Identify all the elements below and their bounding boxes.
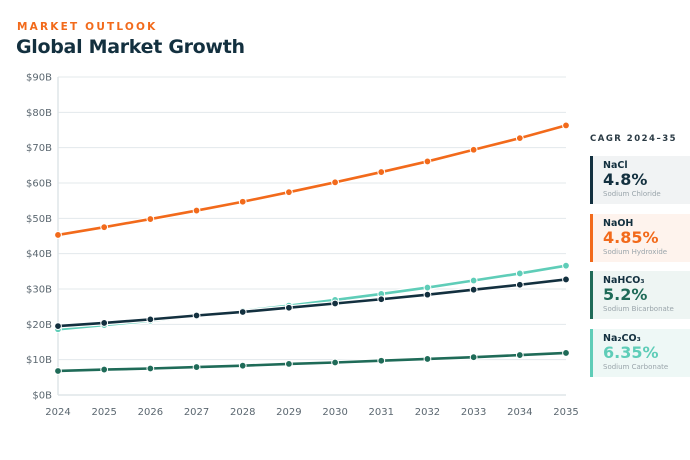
card-value: 4.85% — [603, 228, 659, 247]
data-point — [423, 290, 432, 299]
data-point — [562, 349, 570, 357]
data-point — [469, 276, 478, 285]
data-point — [238, 197, 247, 206]
series-nacl — [54, 275, 570, 331]
data-point — [238, 308, 247, 316]
card-name: Sodium Carbonate — [603, 363, 669, 371]
data-point — [515, 269, 524, 278]
card-value: 5.2% — [603, 285, 648, 304]
data-point — [285, 188, 293, 197]
x-tick-label: 2030 — [322, 407, 347, 418]
data-point — [331, 299, 339, 308]
y-tick-label: $90B — [26, 73, 52, 84]
x-tick-label: 2027 — [184, 407, 209, 418]
data-point — [192, 311, 201, 320]
card-formula: Na₂CO₃ — [603, 333, 641, 344]
card-formula: NaCl — [603, 160, 628, 171]
data-point — [377, 168, 386, 176]
data-point — [469, 353, 478, 362]
data-point — [377, 295, 386, 304]
y-tick-label: $80B — [26, 108, 52, 119]
y-tick-label: $40B — [26, 249, 52, 260]
series-nahco3 — [54, 349, 570, 375]
data-point — [146, 315, 155, 324]
data-point — [469, 285, 478, 294]
data-point — [562, 275, 570, 284]
series-naoh — [54, 121, 570, 239]
card-formula: NaOH — [603, 218, 634, 229]
data-point — [146, 215, 155, 223]
x-tick-label: 2029 — [276, 407, 301, 418]
x-tick-label: 2033 — [461, 407, 486, 418]
data-point — [377, 356, 386, 365]
data-point — [54, 367, 62, 375]
cagr-card-nacl: NaCl 4.8% Sodium Chloride — [590, 156, 690, 204]
data-point — [192, 363, 201, 371]
x-tick-label: 2035 — [553, 407, 578, 418]
y-tick-label: $20B — [26, 320, 52, 331]
data-point — [423, 157, 432, 166]
y-tick-label: $30B — [26, 285, 52, 296]
eyebrow-label: MARKET OUTLOOK — [17, 21, 158, 33]
data-point — [100, 319, 109, 327]
data-point — [285, 303, 293, 312]
data-point — [238, 361, 247, 370]
data-point — [423, 355, 432, 363]
card-value: 4.8% — [603, 170, 648, 189]
x-tick-label: 2031 — [369, 407, 394, 418]
x-tick-label: 2025 — [91, 407, 116, 418]
data-point — [331, 178, 339, 187]
data-point — [285, 360, 293, 368]
card-name: Sodium Chloride — [603, 190, 661, 198]
cagr-card-na2co3: Na₂CO₃ 6.35% Sodium Carbonate — [590, 329, 690, 377]
series-line — [57, 124, 567, 237]
data-point — [100, 365, 109, 374]
card-name: Sodium Hydroxide — [603, 248, 668, 256]
y-tick-label: $60B — [26, 179, 52, 190]
cagr-card-naoh: NaOH 4.85% Sodium Hydroxide — [590, 214, 690, 262]
cagr-card-nahco3: NaHCO₃ 5.2% Sodium Bicarbonate — [590, 271, 690, 319]
data-point — [515, 134, 524, 143]
data-point — [331, 358, 339, 367]
x-tick-label: 2028 — [230, 407, 255, 418]
data-point — [192, 206, 201, 215]
series-line — [57, 278, 567, 328]
series-line — [57, 351, 567, 373]
data-point — [423, 283, 432, 292]
data-point — [562, 121, 570, 130]
card-name: Sodium Bicarbonate — [603, 305, 674, 313]
cagr-title: CAGR 2024–35 — [590, 134, 678, 144]
page-title: Global Market Growth — [16, 36, 245, 58]
x-tick-label: 2034 — [507, 407, 532, 418]
y-tick-label: $50B — [26, 214, 52, 225]
data-point — [146, 364, 155, 373]
data-point — [562, 261, 570, 270]
data-point — [515, 280, 524, 289]
data-point — [515, 351, 524, 359]
y-tick-label: $0B — [32, 391, 52, 402]
x-tick-label: 2026 — [138, 407, 163, 418]
y-tick-label: $10B — [26, 355, 52, 366]
x-tick-label: 2024 — [45, 407, 70, 418]
y-tick-label: $70B — [26, 143, 52, 154]
card-formula: NaHCO₃ — [603, 275, 645, 286]
data-point — [54, 322, 62, 331]
x-tick-label: 2032 — [415, 407, 440, 418]
data-point — [469, 145, 478, 154]
data-point — [100, 223, 109, 232]
data-point — [54, 231, 62, 239]
card-value: 6.35% — [603, 343, 659, 362]
